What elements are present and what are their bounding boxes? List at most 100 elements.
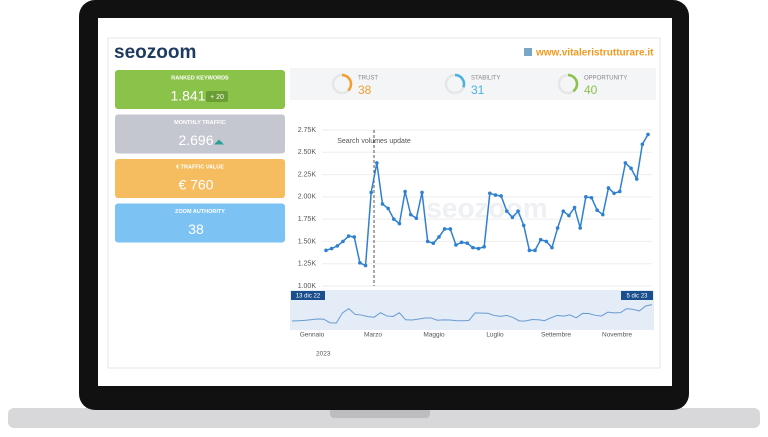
month-label: Maggio xyxy=(423,332,445,339)
point xyxy=(550,245,554,250)
point xyxy=(397,221,402,226)
point xyxy=(561,209,566,213)
point xyxy=(414,216,419,221)
point xyxy=(352,235,357,239)
annotation: Search volumes update xyxy=(337,138,411,145)
point xyxy=(612,191,616,196)
badge xyxy=(206,91,228,102)
site-icon xyxy=(524,48,532,56)
point xyxy=(617,189,622,194)
point xyxy=(578,226,583,230)
point xyxy=(408,212,413,217)
point xyxy=(601,212,605,217)
site-url[interactable]: www.vitaleristrutturare.it xyxy=(535,48,654,59)
card xyxy=(115,114,285,154)
metric-value: 31 xyxy=(471,83,485,97)
point xyxy=(454,243,458,247)
y-tick-label: 1.00K xyxy=(298,283,317,290)
card xyxy=(115,203,285,243)
month-label: Settembre xyxy=(541,332,571,339)
point xyxy=(369,190,373,195)
card-label: MONTHLY TRAFFIC xyxy=(174,120,226,126)
point xyxy=(329,246,334,251)
point xyxy=(459,240,464,245)
point xyxy=(521,223,526,228)
navigator xyxy=(290,290,654,330)
point xyxy=(510,215,515,220)
y-tick-label: 2.50K xyxy=(298,149,317,156)
point xyxy=(567,213,571,218)
point xyxy=(380,202,385,206)
month-label: Marzo xyxy=(364,332,382,339)
point xyxy=(324,248,328,253)
metric-value: 40 xyxy=(584,83,598,97)
point xyxy=(375,161,379,165)
metric-label: STABILITY xyxy=(471,76,501,82)
y-tick-label: 2.75K xyxy=(298,127,317,134)
point xyxy=(437,235,441,239)
point xyxy=(448,227,453,231)
point xyxy=(504,209,509,213)
nav-end xyxy=(621,291,653,300)
point xyxy=(431,241,436,246)
point xyxy=(595,208,599,213)
point xyxy=(555,226,560,230)
point xyxy=(420,190,424,195)
point xyxy=(527,248,532,253)
laptop-notch xyxy=(330,408,430,418)
point xyxy=(493,193,498,197)
point xyxy=(403,189,407,194)
point xyxy=(391,217,396,221)
point xyxy=(363,263,368,268)
point xyxy=(476,246,481,251)
nav-end-label: 5 dic 23 xyxy=(626,294,648,300)
point xyxy=(572,205,577,210)
point xyxy=(482,244,486,249)
card-value: 2.696 xyxy=(178,132,213,148)
point xyxy=(634,177,639,181)
y-tick-label: 1.50K xyxy=(298,238,317,245)
nav-start-label: 13 dic 22 xyxy=(296,294,321,300)
month-label: Novembre xyxy=(602,332,632,339)
point xyxy=(386,206,390,211)
y-tick-label: 2.00K xyxy=(298,194,317,201)
card-label: RANKED KEYWORDS xyxy=(171,75,229,81)
metric-value: 38 xyxy=(358,83,372,97)
point xyxy=(606,186,611,190)
point xyxy=(640,142,645,147)
year-label: 2023 xyxy=(316,351,331,358)
card xyxy=(115,159,285,198)
point xyxy=(358,261,362,265)
point xyxy=(425,239,430,244)
point xyxy=(544,239,549,244)
trend-up xyxy=(214,139,224,145)
card-label: ZOOM AUTHORITY xyxy=(175,209,225,215)
metric-label: OPPORTUNITY xyxy=(584,76,627,82)
nav-start xyxy=(291,291,325,300)
y-tick-label: 1.75K xyxy=(298,216,317,223)
point xyxy=(442,227,447,231)
month-label: Luglio xyxy=(486,332,504,339)
y-tick-label: 1.25K xyxy=(298,261,317,268)
point xyxy=(538,237,543,242)
card-value: 38 xyxy=(188,221,204,237)
y-tick-label: 2.25K xyxy=(298,171,317,178)
point xyxy=(623,161,628,165)
point xyxy=(533,248,537,253)
navigator-line xyxy=(291,304,653,324)
point xyxy=(335,244,340,248)
point xyxy=(471,245,475,250)
point xyxy=(629,166,633,171)
point xyxy=(346,234,351,238)
logo: seozoom xyxy=(114,42,196,63)
card-label: € TRAFFIC VALUE xyxy=(176,164,224,170)
point xyxy=(589,195,594,200)
card-value: 1.841 xyxy=(170,88,205,104)
month-label: Gennaio xyxy=(300,332,325,339)
point xyxy=(488,191,492,196)
gauge xyxy=(567,73,579,93)
point xyxy=(646,132,650,137)
point xyxy=(341,239,345,244)
point xyxy=(584,195,588,199)
